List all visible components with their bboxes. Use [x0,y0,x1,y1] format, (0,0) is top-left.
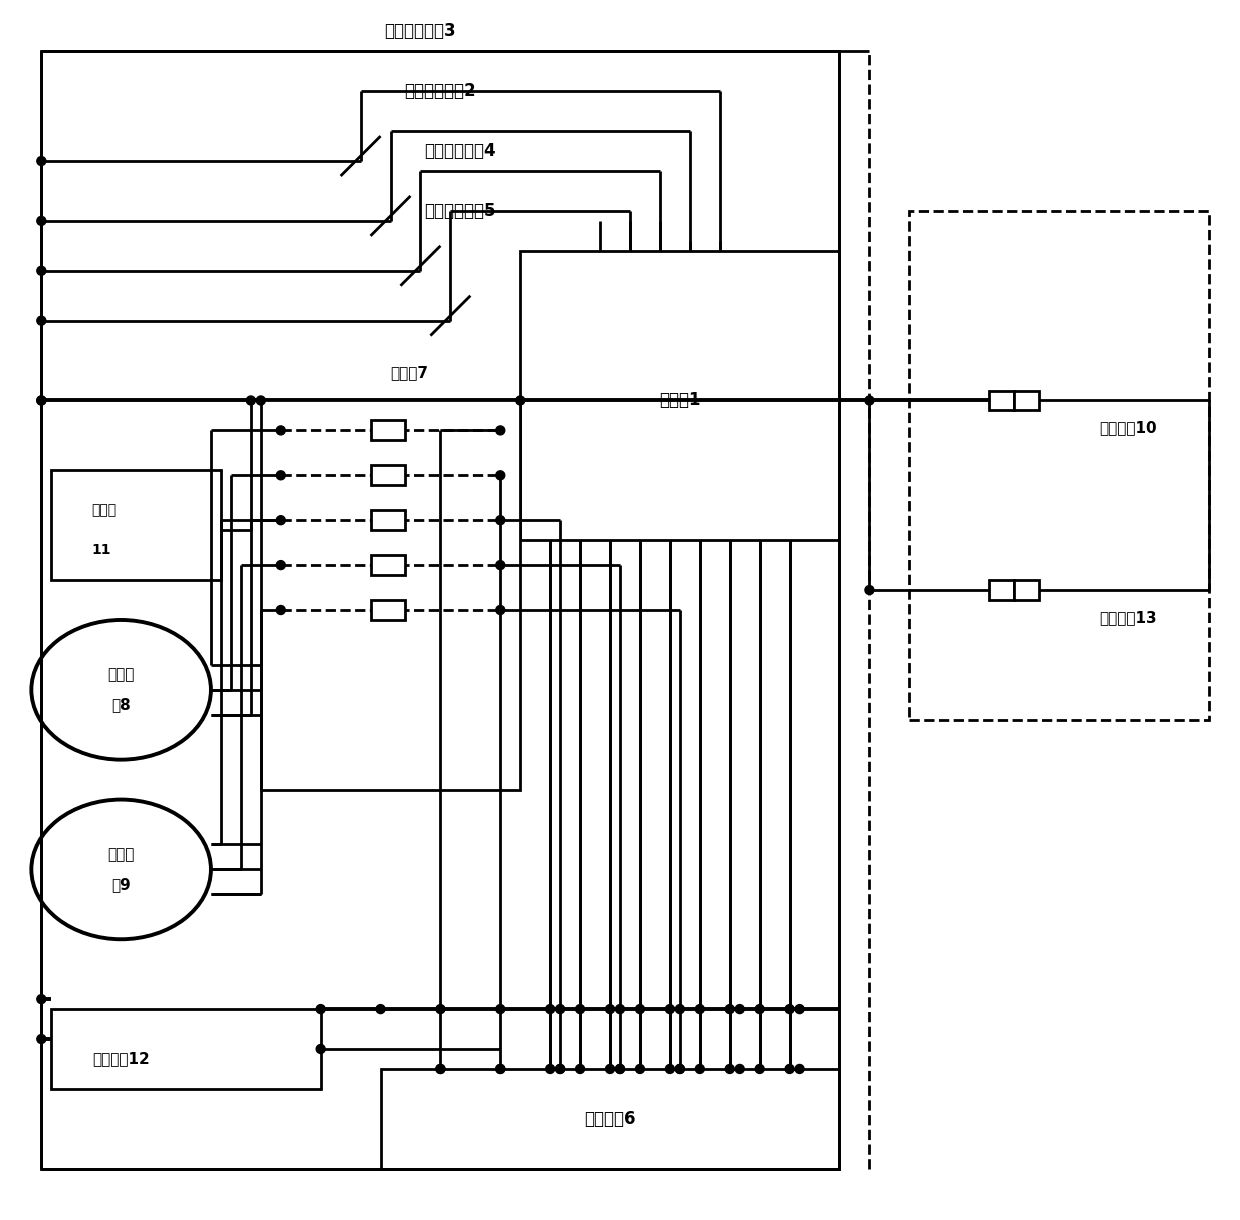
Circle shape [866,586,874,594]
Circle shape [496,1065,505,1074]
Bar [521,251,839,540]
Circle shape [615,1004,625,1014]
Text: 第二电: 第二电 [108,847,135,863]
Bar [381,1069,839,1169]
Text: 机8: 机8 [112,698,131,712]
Bar [1014,390,1039,410]
Text: 继电器7: 继电器7 [391,366,429,381]
Bar [371,555,405,575]
Circle shape [277,516,285,525]
Circle shape [635,1065,645,1074]
Circle shape [496,426,505,434]
Circle shape [37,316,46,326]
Circle shape [676,1004,684,1014]
Text: 控制器1: 控制器1 [660,392,701,410]
Text: 外接电源13: 外接电源13 [1099,610,1157,625]
Bar [51,1009,321,1089]
Circle shape [575,1004,584,1014]
Circle shape [277,471,285,479]
Circle shape [676,1065,684,1074]
Circle shape [735,1004,744,1014]
Bar [51,471,221,580]
Circle shape [735,1065,744,1074]
Circle shape [277,561,285,570]
Circle shape [666,1004,675,1014]
Text: 第二光电开关3: 第二光电开关3 [384,22,456,40]
Text: 第一光电开关2: 第一光电开关2 [404,82,476,100]
Circle shape [605,1065,615,1074]
Text: 第二限位开关5: 第二限位开关5 [424,203,496,220]
Circle shape [866,396,874,405]
Circle shape [316,1044,325,1054]
Circle shape [725,1004,734,1014]
Bar [371,510,405,531]
Circle shape [795,1065,804,1074]
Text: 机9: 机9 [112,877,131,892]
Bar [371,600,405,620]
Circle shape [436,1004,445,1014]
Circle shape [755,1065,764,1074]
Text: 第一限位开关4: 第一限位开关4 [424,142,496,160]
Circle shape [755,1004,764,1014]
Circle shape [556,1065,564,1074]
Circle shape [247,396,255,405]
Circle shape [546,1004,554,1014]
Circle shape [496,605,505,615]
Circle shape [37,156,46,166]
Circle shape [605,1004,615,1014]
Text: 11: 11 [92,543,110,558]
Circle shape [496,561,505,570]
Bar [371,421,405,440]
Circle shape [556,1004,564,1014]
Bar [371,465,405,486]
Text: 开关电源12: 开关电源12 [92,1052,150,1066]
Circle shape [257,396,265,405]
Circle shape [37,396,46,405]
Circle shape [496,1065,505,1074]
Text: 按动开兇10: 按动开兇10 [1099,421,1157,436]
Circle shape [785,1004,794,1014]
Circle shape [277,605,285,615]
Bar [41,51,839,1169]
Circle shape [546,1065,554,1074]
Circle shape [37,1035,46,1043]
Circle shape [37,994,46,1004]
Circle shape [277,426,285,434]
Circle shape [436,1065,445,1074]
Circle shape [436,1065,445,1074]
Circle shape [635,1004,645,1014]
Circle shape [785,1065,794,1074]
Circle shape [795,1004,804,1014]
Circle shape [496,516,505,525]
Bar [990,390,1014,410]
Circle shape [376,1004,386,1014]
Circle shape [615,1065,625,1074]
Bar [260,400,521,789]
Circle shape [516,396,525,405]
Circle shape [575,1065,584,1074]
Circle shape [556,1065,564,1074]
Circle shape [696,1004,704,1014]
Circle shape [496,471,505,479]
Circle shape [37,216,46,226]
Circle shape [37,266,46,276]
Bar [1014,580,1039,600]
Text: 电磁锁: 电磁锁 [92,503,117,517]
Circle shape [676,1065,684,1074]
Bar [990,580,1014,600]
Text: 电机驱动6: 电机驱动6 [584,1110,636,1127]
Circle shape [37,396,46,405]
Circle shape [496,1004,505,1014]
Text: 第一电: 第一电 [108,667,135,682]
Bar [909,211,1209,720]
Circle shape [316,1004,325,1014]
Circle shape [615,1065,625,1074]
Circle shape [725,1065,734,1074]
Circle shape [666,1065,675,1074]
Circle shape [696,1065,704,1074]
